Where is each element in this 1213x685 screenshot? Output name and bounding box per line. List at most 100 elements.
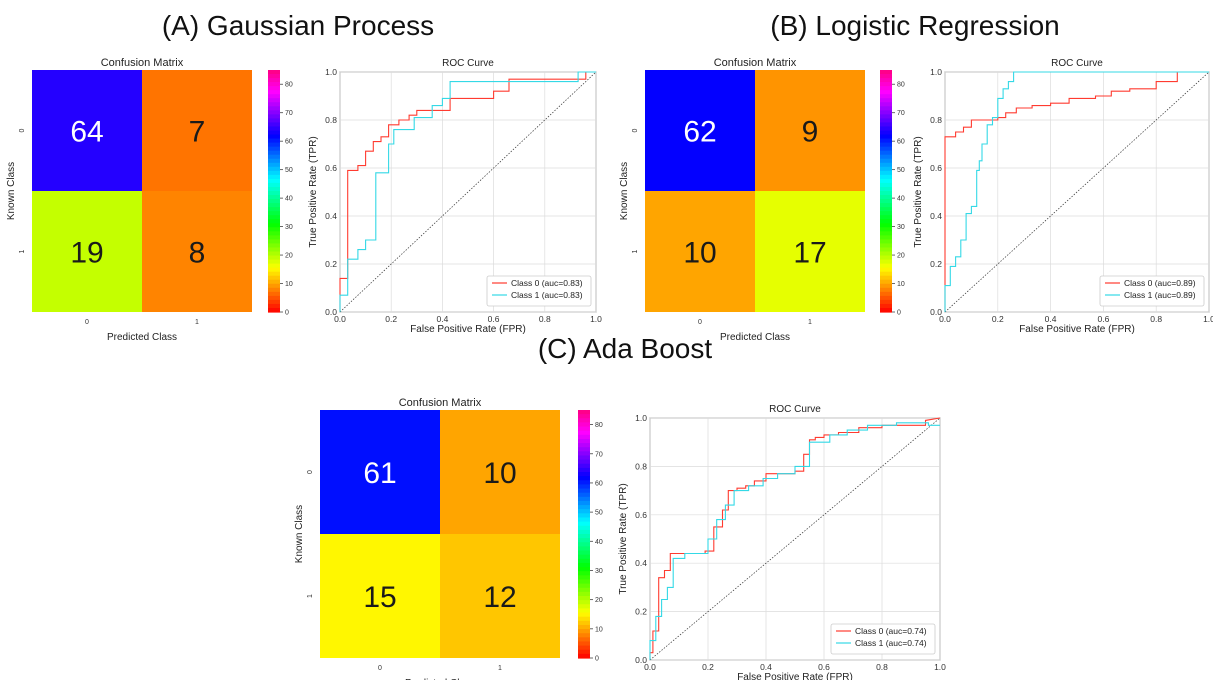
colorbar-segment	[880, 227, 892, 232]
colorbar-segment	[268, 90, 280, 95]
colorbar-tick-label: 40	[285, 196, 293, 203]
confusion-x-tick: 1	[498, 665, 502, 672]
confusion-cell-value: 15	[363, 581, 396, 614]
colorbar-tick-label: 20	[285, 253, 293, 260]
roc-y-tick: 0.2	[930, 259, 942, 269]
colorbar-tick-label: 40	[897, 196, 905, 203]
colorbar-segment	[578, 550, 590, 556]
colorbar-tick-label: 70	[897, 110, 905, 117]
colorbar-segment	[268, 134, 280, 140]
colorbar-segment	[268, 235, 280, 240]
colorbar-segment	[578, 459, 590, 465]
colorbar: 0 10 20 30 40 50 60 70 80	[268, 70, 293, 317]
roc-y-tick: 1.0	[325, 67, 337, 77]
colorbar-segment	[578, 558, 590, 564]
colorbar-segment	[880, 94, 892, 99]
colorbar-segment	[268, 106, 280, 111]
roc-title: ROC Curve	[442, 58, 494, 69]
colorbar-segment	[268, 142, 280, 148]
colorbar-tick-label: 50	[285, 167, 293, 174]
colorbar-segment	[578, 521, 590, 527]
colorbar-segment	[880, 307, 892, 313]
colorbar: 0 10 20 30 40 50 60 70 80	[578, 410, 603, 663]
colorbar-segment	[578, 488, 590, 494]
colorbar-tick-label: 20	[897, 253, 905, 260]
roc-ylabel: True Positive Rate (TPR)	[913, 136, 924, 247]
roc-x-tick: 0.0	[644, 662, 656, 672]
roc-y-tick: 1.0	[635, 413, 647, 423]
colorbar-segment	[268, 275, 280, 281]
colorbar-segment	[880, 114, 892, 119]
colorbar-segment	[880, 271, 892, 277]
colorbar-segment	[578, 410, 590, 415]
roc-series-line-1	[649, 422, 940, 660]
confusion-cell	[755, 191, 865, 312]
roc-diagonal	[944, 71, 1210, 313]
colorbar-tick-label: 10	[285, 281, 293, 288]
confusion-xlabel: Predicted Class	[720, 332, 790, 343]
colorbar-segment	[880, 275, 892, 281]
confusion-cell	[142, 191, 252, 312]
colorbar-segment	[880, 195, 892, 200]
colorbar-segment	[880, 130, 892, 136]
colorbar-segment	[268, 110, 280, 115]
colorbar-segment	[578, 600, 590, 605]
colorbar-segment	[578, 633, 590, 638]
colorbar-segment	[268, 203, 280, 208]
colorbar-segment	[880, 279, 892, 285]
colorbar-segment	[578, 505, 590, 510]
colorbar-segment	[268, 174, 280, 180]
roc-y-tick: 0.8	[930, 115, 942, 125]
colorbar-segment	[880, 255, 892, 261]
colorbar-segment	[880, 70, 892, 75]
colorbar-segment	[578, 525, 590, 531]
confusion-xlabel: Predicted Class	[107, 332, 177, 343]
colorbar-segment	[880, 178, 892, 184]
roc-y-tick: 0.0	[325, 307, 337, 317]
colorbar: 0 10 20 30 40 50 60 70 80	[880, 70, 905, 317]
colorbar-segment	[578, 418, 590, 423]
colorbar-segment	[268, 150, 280, 156]
colorbar-segment	[578, 562, 590, 568]
roc-legend: Class 0 (auc=0.74) Class 1 (auc=0.74)	[830, 623, 936, 655]
colorbar-segment	[880, 98, 892, 103]
confusion-matrix: Confusion Matrix 64 7 19 8 0 1 0 1 Predicted Clas…	[6, 57, 252, 343]
colorbar-segment	[578, 567, 590, 572]
colorbar-segment	[880, 186, 892, 192]
colorbar-segment	[578, 596, 590, 601]
roc-title: ROC Curve	[769, 404, 821, 415]
colorbar-segment	[578, 492, 590, 498]
confusion-cell	[755, 70, 865, 191]
colorbar-segment	[578, 579, 590, 585]
confusion-cell	[440, 534, 560, 658]
colorbar-segment	[578, 629, 590, 634]
colorbar-segment	[268, 182, 280, 188]
confusion-cell-value: 12	[483, 581, 516, 614]
colorbar-segment	[880, 146, 892, 152]
colorbar-segment	[880, 199, 892, 204]
panel-title: (B) Logistic Regression	[770, 10, 1059, 41]
colorbar-segment	[268, 239, 280, 245]
colorbar-segment	[268, 130, 280, 136]
roc-y-tick: 0.2	[325, 259, 337, 269]
confusion-cell-value: 10	[483, 457, 516, 490]
colorbar-segment	[578, 571, 590, 576]
roc-legend-box	[1099, 275, 1205, 307]
confusion-cell	[645, 191, 755, 312]
roc-legend: Class 0 (auc=0.83) Class 1 (auc=0.83)	[486, 275, 592, 307]
colorbar-segment	[880, 303, 892, 309]
roc-x-tick: 0.4	[1045, 314, 1057, 324]
colorbar-segment	[880, 138, 892, 144]
colorbar-segment	[880, 106, 892, 111]
confusion-y-tick: 1	[19, 249, 26, 253]
confusion-matrix: Confusion Matrix611015120101Predicted Cl…	[294, 397, 560, 685]
confusion-cell-value: 9	[802, 116, 819, 149]
colorbar-segment	[578, 500, 590, 506]
roc-legend-label: Class 0 (auc=0.83)	[511, 278, 583, 288]
colorbar-segment	[578, 604, 590, 609]
colorbar-segment	[268, 259, 280, 265]
colorbar-segment	[880, 263, 892, 269]
roc-y-tick: 0.6	[635, 510, 647, 520]
roc-x-tick: 1.0	[934, 662, 946, 672]
colorbar-segment	[880, 295, 892, 301]
